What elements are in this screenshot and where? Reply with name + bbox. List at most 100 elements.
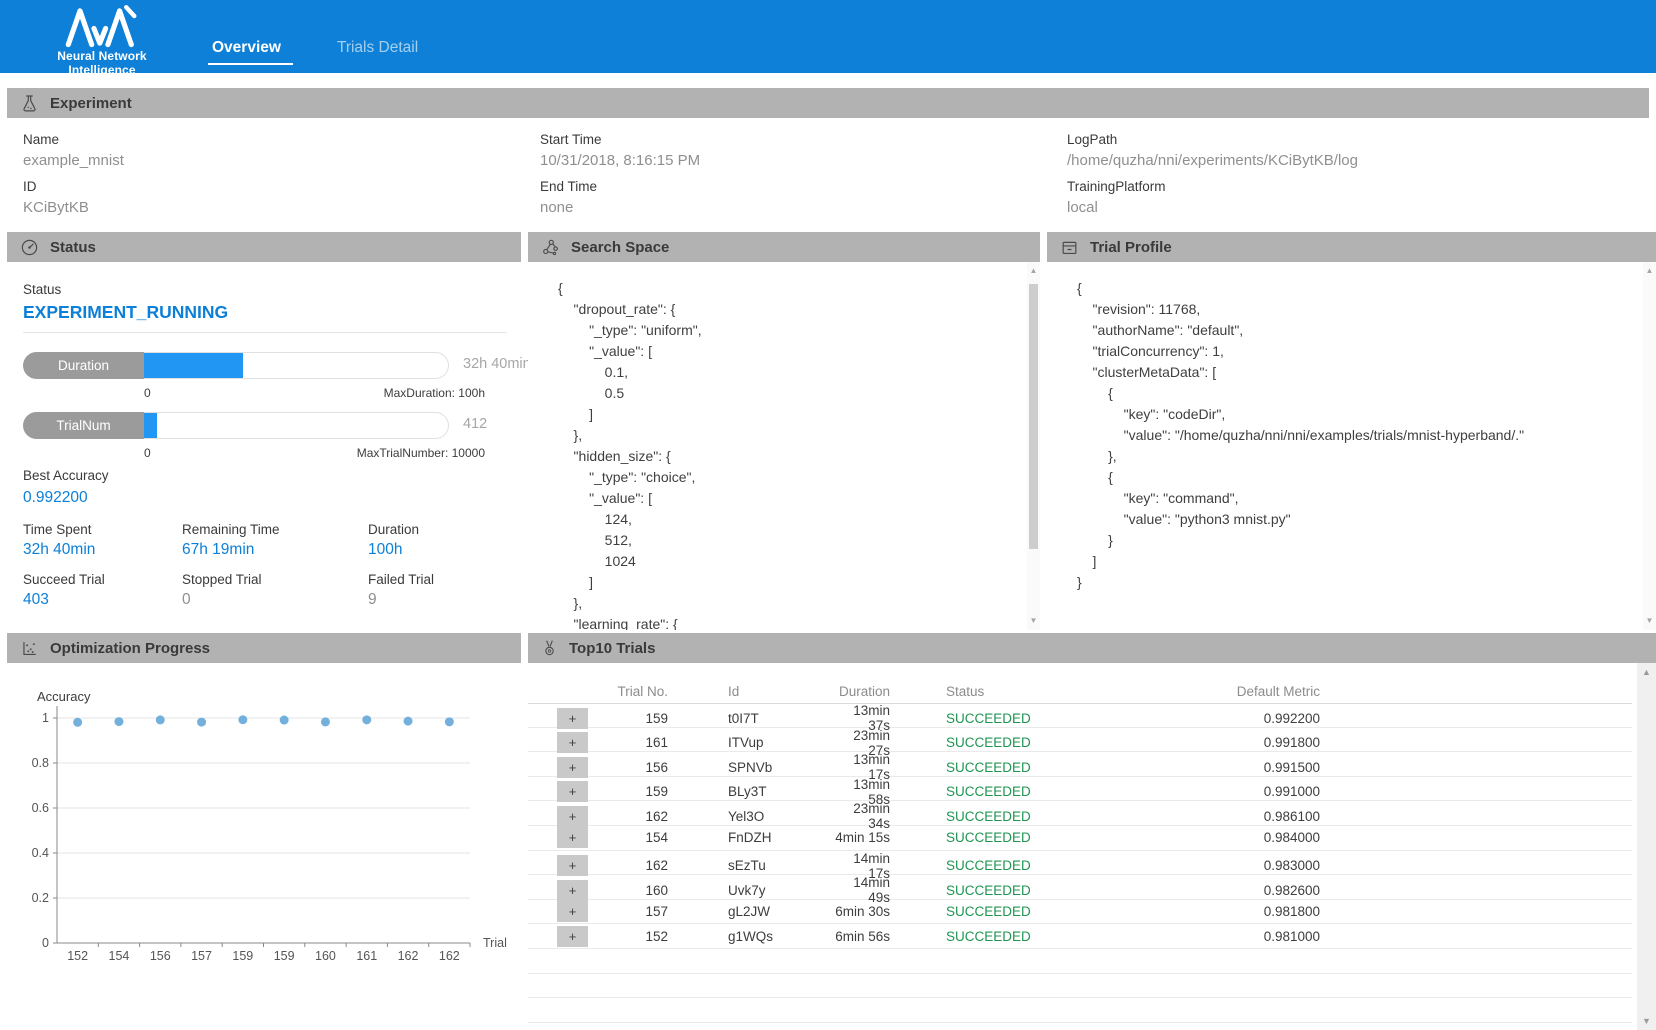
cell-trial-no: 159 [645, 710, 668, 726]
stat-label: Stopped Trial [182, 572, 262, 587]
svg-text:Trial: Trial [483, 936, 507, 950]
cell-status: SUCCEEDED [946, 858, 1031, 874]
table-row-empty [528, 974, 1632, 999]
expand-row-button[interactable]: + [557, 901, 588, 923]
expand-row-button[interactable]: + [557, 827, 588, 849]
optimization-section-header: Optimization Progress [7, 633, 521, 663]
cell-status: SUCCEEDED [946, 735, 1031, 751]
column-header-trial-no-: Trial No. [617, 683, 668, 699]
cell-trial-no: 154 [645, 830, 668, 846]
cell-metric: 0.986100 [1263, 808, 1320, 824]
scroll-thumb[interactable] [1029, 284, 1038, 549]
cell-status: SUCCEEDED [946, 784, 1031, 800]
cell-status: SUCCEEDED [946, 882, 1031, 898]
gauge-icon [20, 238, 39, 257]
top10-panel: Trial No. Id Duration Status Default Metric … [528, 663, 1656, 1030]
experiment-title: Experiment [50, 94, 132, 112]
top10-scrollbar[interactable]: ▲ ▼ [1637, 663, 1656, 1030]
experiment-status-value: EXPERIMENT_RUNNING [23, 302, 229, 322]
expander-cell: + [528, 827, 590, 849]
svg-text:161: 161 [356, 949, 377, 963]
scroll-down-icon[interactable]: ▼ [1645, 616, 1654, 625]
stat-remaining-time: Remaining Time 67h 19min [182, 522, 368, 559]
expand-row-button[interactable]: + [557, 925, 588, 947]
expand-row-button[interactable]: + [557, 879, 588, 901]
search-space-title: Search Space [571, 238, 670, 256]
progress-bar-track [144, 412, 449, 439]
svg-text:159: 159 [232, 949, 253, 963]
stat-value: 100h [368, 541, 403, 558]
table-row: +159 BLy3T 13min 58s SUCCEEDED 0.991000 [528, 777, 1632, 807]
scroll-up-icon[interactable]: ▲ [1642, 667, 1651, 677]
column-header-id: Id [728, 683, 740, 699]
column-header-duration: Duration [838, 683, 890, 699]
search-space-json: { "dropout_rate": { "_type": "uniform", … [558, 280, 702, 630]
expander-cell: + [528, 732, 590, 754]
stat-value: 9 [368, 591, 377, 608]
tab-trials-detail[interactable]: Trials Detail [336, 39, 419, 56]
table-row: +162 Yel3O 23min 34s SUCCEEDED 0.986100 [528, 801, 1632, 831]
expander-cell: + [528, 756, 590, 778]
table-row-empty [528, 1023, 1632, 1030]
expander-cell: + [528, 855, 590, 877]
table-row: +157 gL2JW 6min 30s SUCCEEDED 0.981800 [528, 900, 1632, 925]
svg-text:162: 162 [439, 949, 460, 963]
top10-title: Top10 Trials [569, 639, 656, 657]
expander-cell: + [528, 781, 590, 803]
expand-row-button[interactable]: + [557, 707, 588, 729]
scroll-up-icon[interactable]: ▲ [1029, 266, 1038, 275]
trial-profile-title: Trial Profile [1090, 238, 1172, 256]
expand-row-button[interactable]: + [557, 781, 588, 803]
cell-trial-no: 161 [645, 735, 668, 751]
table-row: +162 sEzTu 14min 17s SUCCEEDED 0.983000 [528, 851, 1632, 881]
tab-overview[interactable]: Overview [208, 39, 293, 65]
cell-duration: 4min 15s [835, 830, 890, 846]
cell-metric: 0.991800 [1263, 735, 1320, 751]
cell-status: SUCCEEDED [946, 808, 1031, 824]
cell-trial-no: 162 [645, 808, 668, 824]
search-space-scrollbar[interactable]: ▲ ▼ [1027, 262, 1040, 630]
cell-id: ITVup [728, 735, 764, 751]
range-min: 0 [144, 386, 151, 400]
brand[interactable]: Neural Network Intelligence [22, 3, 182, 77]
progress-bar-value: 412 [463, 416, 488, 432]
scroll-down-icon[interactable]: ▼ [1642, 1016, 1651, 1026]
search-space-panel: { "dropout_rate": { "_type": "uniform", … [528, 262, 1040, 630]
cell-metric: 0.991500 [1263, 759, 1320, 775]
expander-cell: + [528, 805, 590, 827]
cell-id: t0I7T [728, 710, 759, 726]
field-label-trainingplatform: TrainingPlatform [1067, 179, 1166, 194]
expand-row-button[interactable]: + [557, 855, 588, 877]
stat-time-spent: Time Spent 32h 40min [23, 522, 182, 559]
cell-id: Yel3O [728, 808, 765, 824]
progress-bar-label: TrialNum [23, 412, 144, 439]
svg-text:0.6: 0.6 [32, 801, 49, 815]
flask-icon [20, 94, 39, 113]
cell-duration: 6min 30s [835, 904, 890, 920]
scroll-down-icon[interactable]: ▼ [1029, 616, 1038, 625]
field-value-id: KCiBytKB [23, 199, 89, 216]
stat-succeed-trial: Succeed Trial 403 [23, 572, 182, 609]
stat-label: Failed Trial [368, 572, 435, 587]
svg-text:160: 160 [315, 949, 336, 963]
trial-profile-scrollbar[interactable]: ▲ ▼ [1643, 262, 1656, 630]
cell-duration: 23min 34s [853, 801, 890, 832]
expand-row-button[interactable]: + [557, 732, 588, 754]
field-value-name: example_mnist [23, 152, 124, 169]
svg-text:157: 157 [191, 949, 212, 963]
scroll-up-icon[interactable]: ▲ [1645, 266, 1654, 275]
progress-bar-duration: Duration 32h 40min [23, 352, 531, 379]
cell-metric: 0.982600 [1263, 882, 1320, 898]
brand-name: Neural Network Intelligence [57, 49, 147, 77]
expand-row-button[interactable]: + [557, 756, 588, 778]
stat-label: Remaining Time [182, 522, 280, 537]
cell-status: SUCCEEDED [946, 710, 1031, 726]
cell-duration: 13min 37s [853, 703, 890, 733]
field-value-start-time: 10/31/2018, 8:16:15 PM [540, 152, 701, 169]
range-max: MaxTrialNumber: 10000 [356, 446, 485, 460]
cell-id: sEzTu [728, 858, 766, 874]
progress-bar-fill [144, 353, 244, 378]
expand-row-button[interactable]: + [557, 805, 588, 827]
expander-cell: + [528, 879, 590, 901]
stat-value: 403 [23, 591, 49, 608]
